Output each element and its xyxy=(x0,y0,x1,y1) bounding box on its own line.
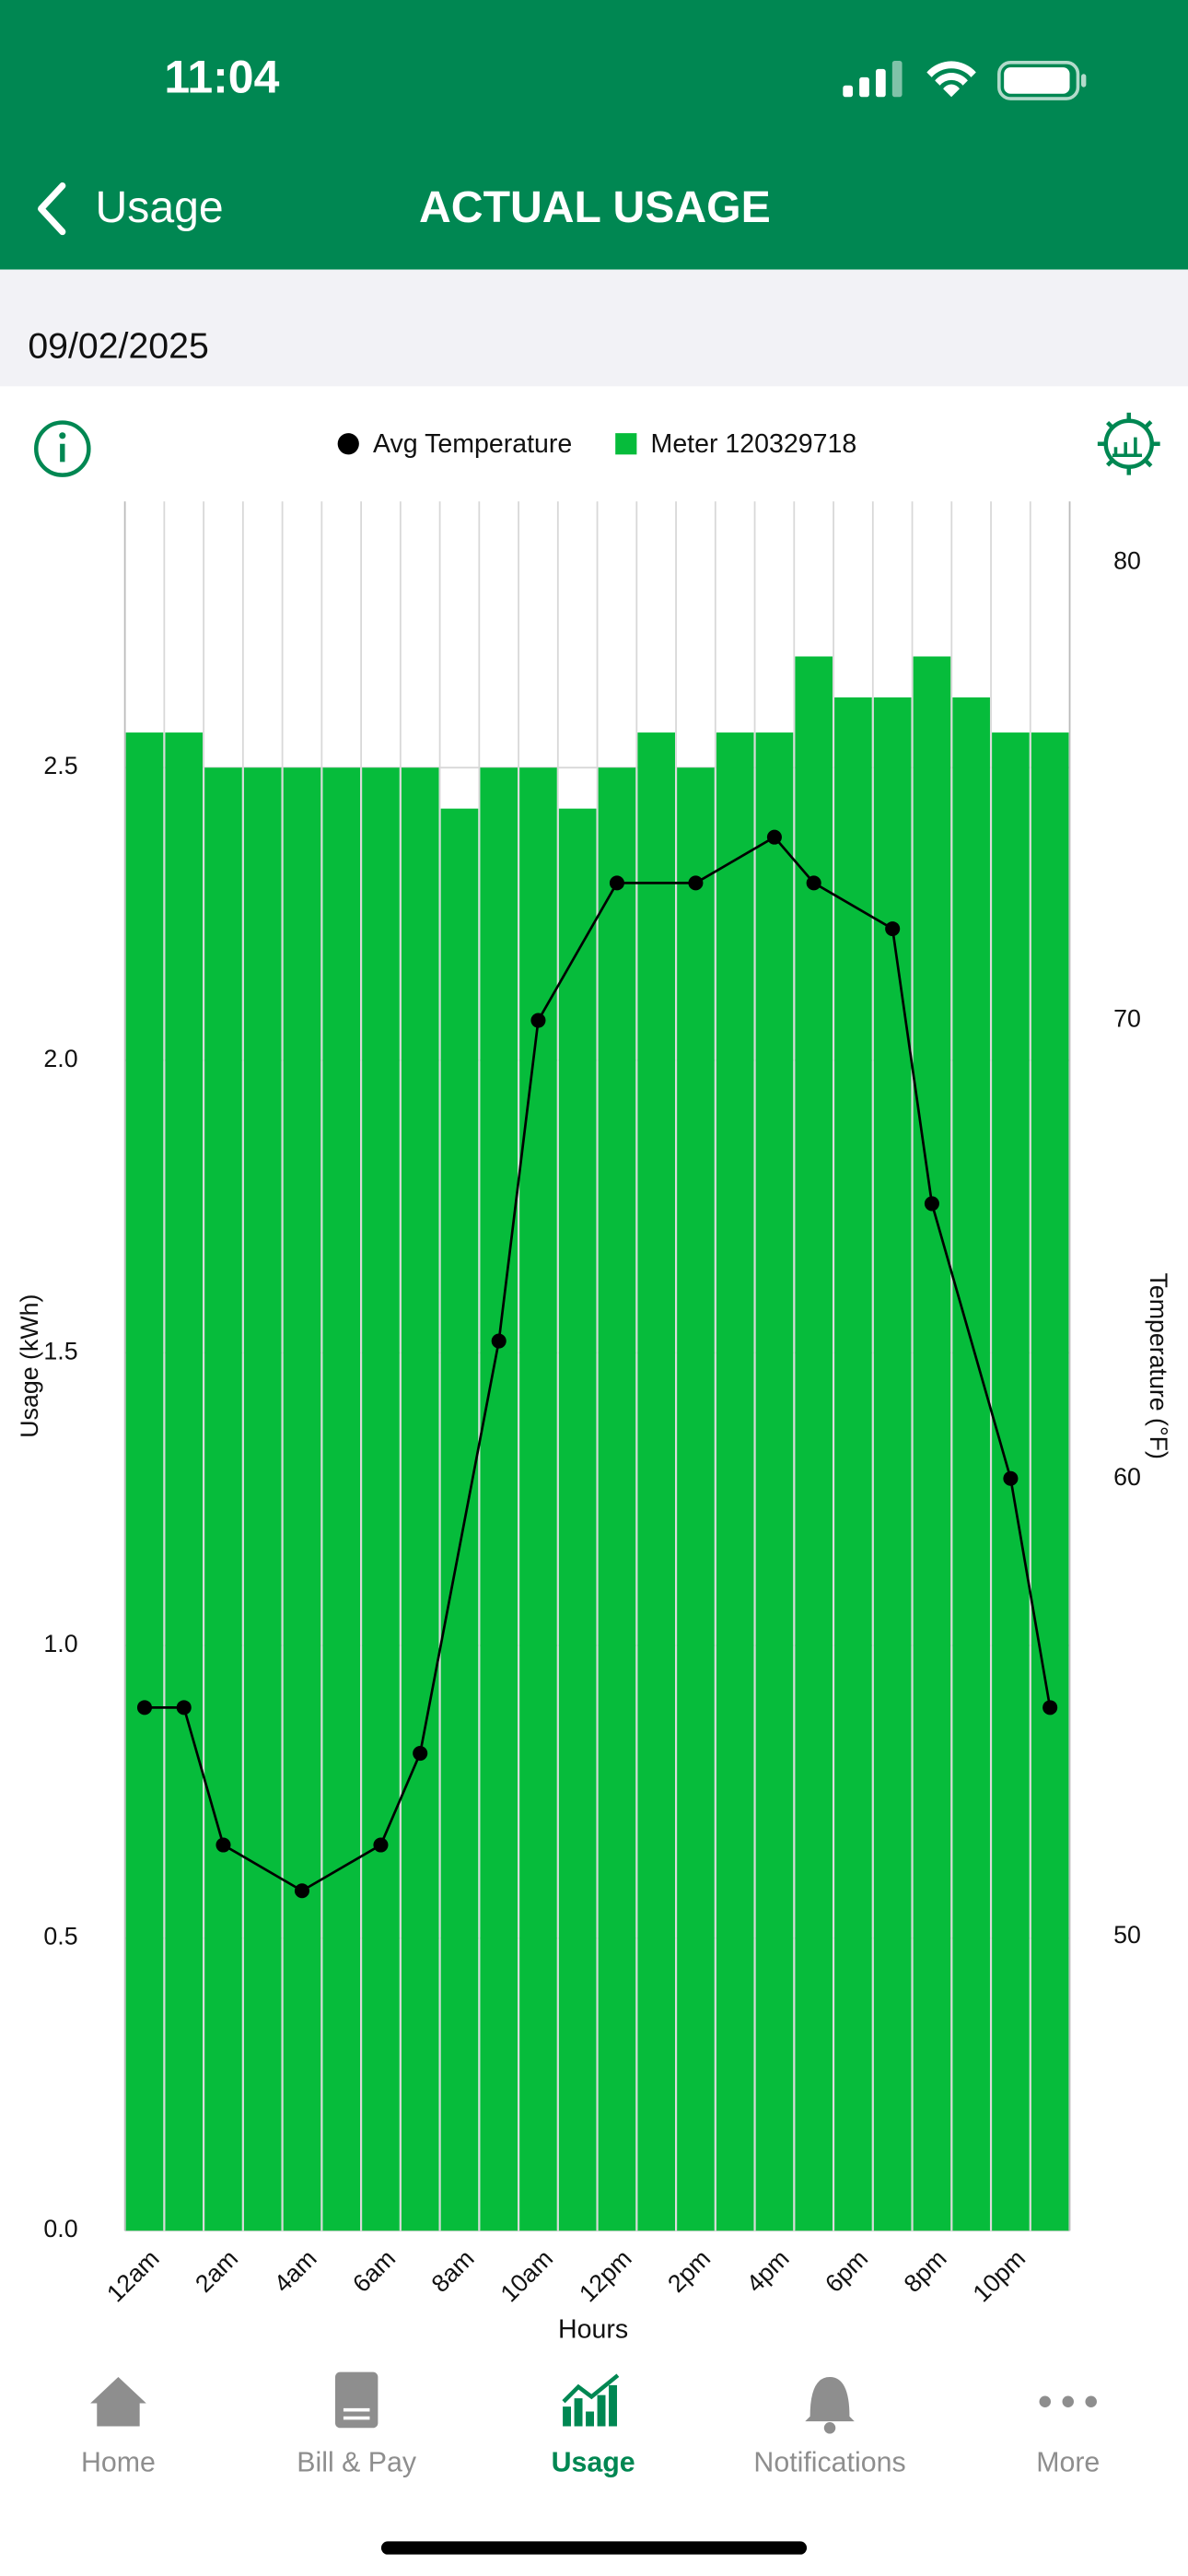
status-icons xyxy=(843,61,1087,100)
date-bar xyxy=(0,269,1188,387)
temperature-point xyxy=(373,1837,389,1853)
y-tick-label: 1.5 xyxy=(43,1337,77,1364)
y-tick-label: 0.5 xyxy=(43,1923,77,1950)
temperature-point xyxy=(294,1883,309,1899)
bar xyxy=(795,656,833,2231)
x-tick-label: 12am xyxy=(101,2244,165,2308)
tab-icons xyxy=(90,2371,1097,2434)
legend-swatch xyxy=(337,433,359,455)
x-tick-label: 2am xyxy=(190,2244,243,2298)
temperature-point xyxy=(1003,1470,1019,1486)
home-indicator xyxy=(380,2541,808,2555)
back-chevron[interactable] xyxy=(38,182,66,236)
bar xyxy=(480,767,518,2231)
bar xyxy=(952,697,990,2231)
bar xyxy=(165,732,204,2231)
temperature-line xyxy=(144,835,1052,1892)
temperature-point xyxy=(176,1700,192,1715)
y2-tick-label: 80 xyxy=(1113,546,1141,574)
tab-label[interactable]: Usage xyxy=(552,2448,635,2478)
x-tick-label: 10pm xyxy=(968,2244,1031,2308)
temperature-point xyxy=(766,829,782,845)
plot xyxy=(123,501,1071,2232)
x-tick-label: 4pm xyxy=(741,2244,795,2298)
x-tick-label: 6pm xyxy=(820,2244,873,2298)
bar xyxy=(637,732,675,2231)
info-icon[interactable] xyxy=(34,420,91,477)
bar xyxy=(204,767,242,2231)
temperature-point xyxy=(530,1013,546,1028)
y-tick-label: 1.0 xyxy=(43,1630,77,1657)
temperature-point xyxy=(136,1700,153,1715)
x-tick-label: 2pm xyxy=(662,2244,716,2298)
temperature-point xyxy=(413,1746,428,1762)
y-tick-label: 2.5 xyxy=(43,752,77,779)
settings-icon[interactable] xyxy=(1097,412,1160,475)
temperature-point xyxy=(215,1837,231,1853)
tab-label[interactable]: Home xyxy=(81,2448,156,2478)
header-bar xyxy=(0,0,1188,270)
bar xyxy=(834,697,872,2231)
bar xyxy=(558,808,597,2231)
legend-label[interactable]: Meter 120329718 xyxy=(651,429,857,459)
y2-tick-label: 50 xyxy=(1113,1921,1141,1949)
x-tick-label: 12pm xyxy=(574,2244,637,2308)
y-axis-label: Usage (kWh) xyxy=(16,1294,43,1438)
x-tick-label: 6am xyxy=(347,2244,401,2298)
temperature-point xyxy=(806,875,821,891)
bar xyxy=(440,808,479,2231)
legend-swatch xyxy=(615,433,637,455)
bar xyxy=(519,767,557,2231)
bar xyxy=(322,767,361,2231)
bar xyxy=(913,656,951,2231)
x-tick-label: 8pm xyxy=(899,2244,952,2298)
y2-tick-label: 60 xyxy=(1113,1463,1141,1491)
temperature-point xyxy=(924,1196,939,1212)
bar xyxy=(716,732,754,2231)
bar xyxy=(677,767,715,2231)
back-button[interactable]: Usage xyxy=(95,182,223,232)
x-tick-label: 8am xyxy=(426,2244,480,2298)
status-time: 11:04 xyxy=(164,52,279,103)
legend-label[interactable]: Avg Temperature xyxy=(373,429,572,459)
bar xyxy=(125,732,164,2231)
y-tick-label: 0.0 xyxy=(43,2215,77,2242)
bar xyxy=(401,767,439,2231)
y2-axis-label: Temperature (°F) xyxy=(1145,1272,1172,1458)
bar xyxy=(598,767,636,2231)
bar xyxy=(1031,732,1069,2231)
temperature-point xyxy=(1042,1700,1058,1715)
date[interactable]: 09/02/2025 xyxy=(28,326,208,367)
temperature-point xyxy=(491,1333,507,1349)
bar xyxy=(755,732,794,2231)
tab-label[interactable]: More xyxy=(1036,2448,1100,2478)
bar xyxy=(243,767,282,2231)
bar xyxy=(873,697,912,2231)
temperature-point xyxy=(885,921,901,937)
tab-label[interactable]: Notifications xyxy=(753,2448,905,2478)
x-axis-label: Hours xyxy=(558,2315,628,2345)
temperature-point xyxy=(688,875,704,891)
x-tick-label: 10am xyxy=(495,2244,559,2308)
y2-tick-label: 70 xyxy=(1113,1005,1141,1033)
tab-label[interactable]: Bill & Pay xyxy=(297,2448,417,2478)
temperature-point xyxy=(609,875,624,891)
y-tick-label: 2.0 xyxy=(43,1045,77,1072)
x-tick-label: 4am xyxy=(269,2244,322,2298)
bar xyxy=(362,767,400,2231)
bar xyxy=(283,767,321,2231)
page-title: ACTUAL USAGE xyxy=(419,182,771,232)
